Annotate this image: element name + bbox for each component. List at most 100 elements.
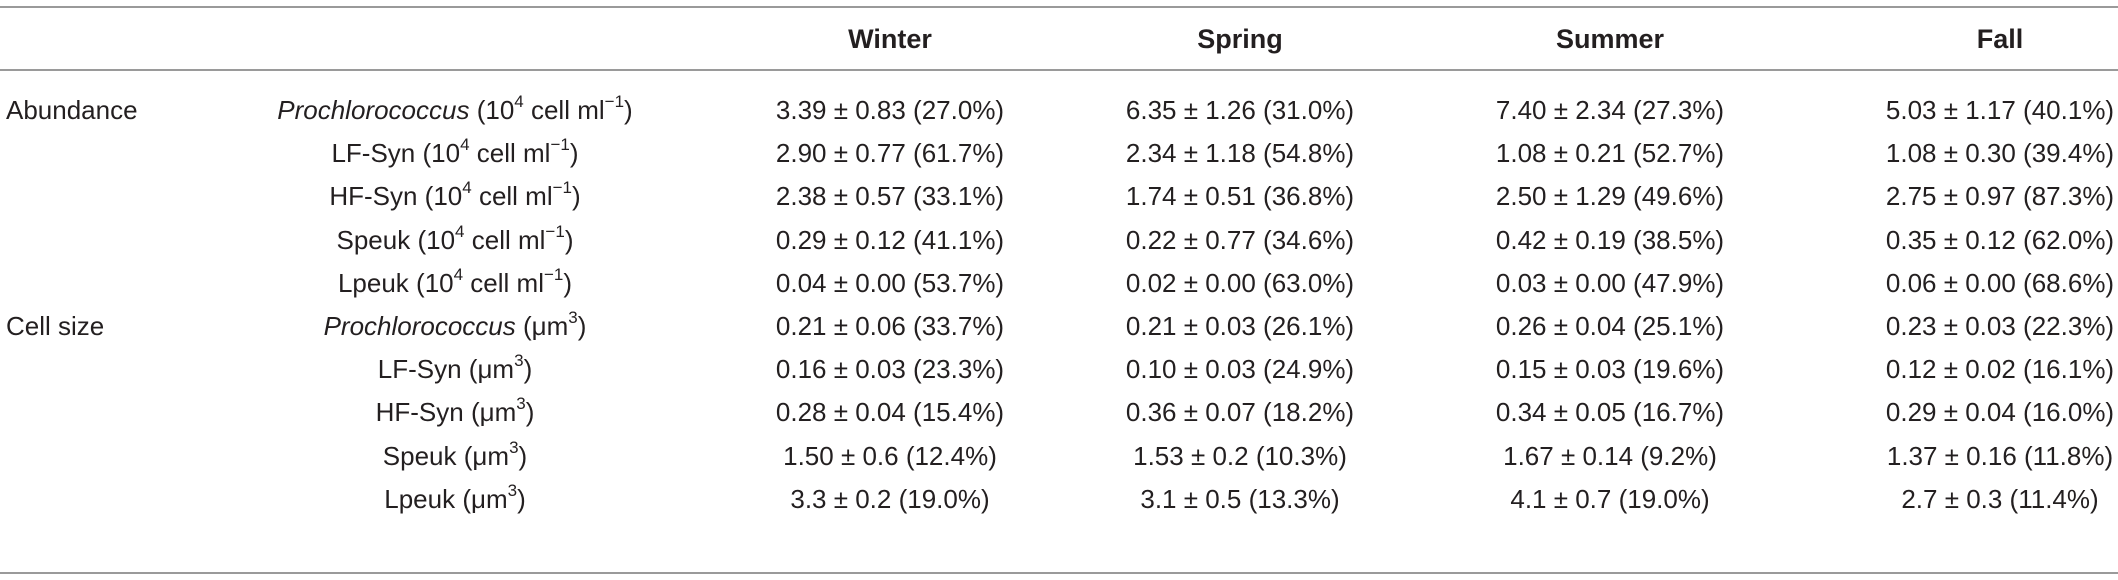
parameter-unit: (μm [470, 397, 517, 427]
table-header-rule [0, 69, 2118, 71]
parameter-unit-suffix-exponent: −1 [550, 135, 570, 155]
cell-winter: 2.90 ± 0.77 (61.7%) [775, 138, 1005, 168]
table-bottom-rule [0, 572, 2118, 574]
parameter-unit: (10 [416, 268, 454, 298]
parameter-unit-exponent: 4 [514, 92, 524, 112]
row-parameter: HF-Syn (μm3) [245, 394, 665, 427]
parameter-unit-exponent: 4 [453, 265, 464, 285]
parameter-unit-exponent: 4 [455, 222, 465, 242]
row-parameter: Speuk (μm3) [245, 438, 665, 471]
parameter-name: Lpeuk [337, 268, 409, 298]
parameter-unit-exponent: 3 [509, 438, 519, 458]
parameter-unit-close: ) [563, 268, 573, 298]
cell-winter: 0.04 ± 0.00 (53.7%) [775, 268, 1005, 298]
parameter-name: Lpeuk [384, 484, 456, 514]
row-parameter: Prochlorococcus (μm3) [245, 309, 665, 341]
cell-fall: 1.37 ± 0.16 (11.8%) [1886, 441, 2114, 471]
cell-winter: 3.39 ± 0.83 (27.0%) [775, 95, 1005, 125]
parameter-name: HF-Syn [375, 397, 464, 427]
parameter-unit: (μm [462, 484, 508, 514]
parameter-unit: (10 [417, 225, 456, 255]
parameter-unit-suffix: cell ml [471, 181, 553, 211]
row-group-label: Abundance [6, 95, 138, 125]
parameter-name: LF-Syn [377, 354, 462, 384]
parameter-name: Speuk [336, 225, 411, 255]
parameter-unit-suffix: cell ml [469, 138, 551, 168]
cell-winter: 0.21 ± 0.06 (33.7%) [775, 311, 1005, 341]
row-parameter: Lpeuk (104 cell ml−1) [245, 265, 665, 298]
cell-fall: 5.03 ± 1.17 (40.1%) [1885, 95, 2115, 125]
cell-winter: 2.38 ± 0.57 (33.1%) [775, 181, 1005, 211]
cell-winter: 1.50 ± 0.6 (12.4%) [783, 441, 997, 471]
cell-summer: 0.15 ± 0.03 (19.6%) [1495, 354, 1725, 384]
parameter-unit-close: ) [517, 484, 526, 514]
cell-summer: 0.26 ± 0.04 (25.1%) [1495, 311, 1725, 341]
parameter-unit: (μm [468, 354, 515, 384]
parameter-unit-suffix: cell ml [523, 95, 605, 125]
cell-summer: 0.03 ± 0.00 (47.9%) [1495, 268, 1725, 298]
cell-fall: 1.08 ± 0.30 (39.4%) [1885, 138, 2115, 168]
cell-summer: 1.67 ± 0.14 (9.2%) [1503, 441, 1717, 471]
parameter-unit: (10 [476, 95, 515, 125]
parameter-unit-close: ) [523, 354, 533, 384]
parameter-unit: (μm [523, 311, 569, 341]
cell-summer: 4.1 ± 0.7 (19.0%) [1510, 484, 1710, 514]
parameter-unit-close: ) [564, 225, 574, 255]
parameter-unit: (μm [463, 441, 510, 471]
row-group-label: Cell size [6, 311, 105, 341]
cell-fall: 0.12 ± 0.02 (16.1%) [1885, 354, 2115, 384]
parameter-unit-exponent: 3 [507, 481, 518, 501]
header-winter: Winter [848, 24, 932, 54]
parameter-unit-exponent: 3 [516, 394, 526, 414]
parameter-unit-close: ) [577, 311, 587, 341]
parameter-unit-close: ) [518, 441, 528, 471]
header-fall: Fall [1976, 24, 2024, 54]
parameter-name: Speuk [382, 441, 457, 471]
cell-summer: 0.34 ± 0.05 (16.7%) [1495, 397, 1725, 427]
cell-fall: 0.06 ± 0.00 (68.6%) [1885, 268, 2115, 298]
parameter-name: LF-Syn [331, 138, 416, 168]
parameter-unit-close: ) [569, 138, 579, 168]
parameter-unit-suffix-exponent: −1 [552, 178, 573, 198]
parameter-unit-exponent: 4 [462, 178, 472, 198]
cell-spring: 0.21 ± 0.03 (26.1%) [1125, 311, 1355, 341]
row-parameter: Speuk (104 cell ml−1) [245, 222, 665, 255]
cell-spring: 6.35 ± 1.26 (31.0%) [1125, 95, 1355, 125]
cell-spring: 0.22 ± 0.77 (34.6%) [1125, 225, 1355, 255]
cell-winter: 3.3 ± 0.2 (19.0%) [790, 484, 990, 514]
row-parameter: LF-Syn (μm3) [245, 351, 665, 384]
cell-fall: 0.35 ± 0.12 (62.0%) [1885, 225, 2115, 255]
parameter-unit-suffix-exponent: −1 [604, 92, 625, 112]
parameter-unit: (10 [422, 138, 461, 168]
parameter-unit-close: ) [525, 397, 535, 427]
parameter-unit-exponent: 4 [460, 135, 470, 155]
cell-summer: 7.40 ± 2.34 (27.3%) [1495, 95, 1725, 125]
cell-summer: 0.42 ± 0.19 (38.5%) [1495, 225, 1725, 255]
cell-fall: 2.75 ± 0.97 (87.3%) [1885, 181, 2115, 211]
parameter-unit-exponent: 3 [514, 351, 524, 371]
parameter-unit-suffix: cell ml [463, 268, 544, 298]
row-parameter: Prochlorococcus (104 cell ml−1) [245, 92, 665, 125]
parameter-unit-suffix-exponent: −1 [545, 222, 565, 242]
cell-summer: 1.08 ± 0.21 (52.7%) [1495, 138, 1725, 168]
cell-fall: 0.23 ± 0.03 (22.3%) [1885, 311, 2115, 341]
cell-summer: 2.50 ± 1.29 (49.6%) [1495, 181, 1725, 211]
cell-fall: 0.29 ± 0.04 (16.0%) [1885, 397, 2115, 427]
parameter-unit-close: ) [572, 181, 581, 211]
cell-spring: 1.53 ± 0.2 (10.3%) [1133, 441, 1347, 471]
cell-winter: 0.28 ± 0.04 (15.4%) [775, 397, 1005, 427]
parameter-unit: (10 [424, 181, 463, 211]
row-parameter: HF-Syn (104 cell ml−1) [245, 178, 665, 211]
parameter-name: Prochlorococcus [277, 95, 470, 125]
row-parameter: Lpeuk (μm3) [245, 481, 665, 514]
cell-spring: 0.36 ± 0.07 (18.2%) [1125, 397, 1355, 427]
cell-winter: 0.16 ± 0.03 (23.3%) [775, 354, 1005, 384]
cell-spring: 1.74 ± 0.51 (36.8%) [1125, 181, 1355, 211]
cell-spring: 0.10 ± 0.03 (24.9%) [1125, 354, 1355, 384]
parameter-unit-suffix: cell ml [464, 225, 546, 255]
parameter-unit-suffix-exponent: −1 [543, 265, 564, 285]
parameter-name: Prochlorococcus [323, 311, 516, 341]
table-top-rule [0, 6, 2118, 8]
cell-spring: 2.34 ± 1.18 (54.8%) [1125, 138, 1355, 168]
